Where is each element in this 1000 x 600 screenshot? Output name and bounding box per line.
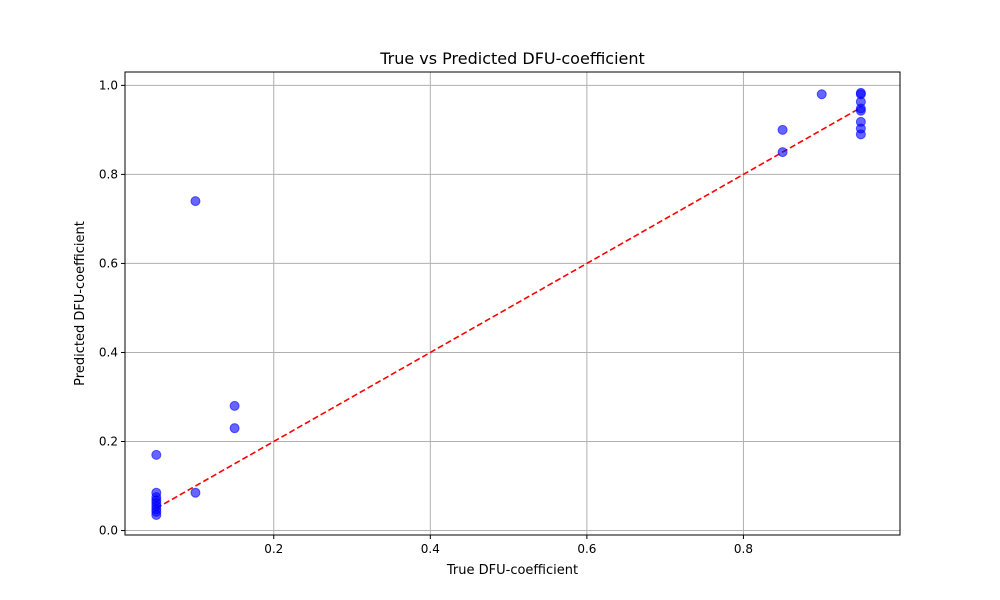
y-tick-label: 0.4 [99,345,118,359]
data-point [151,509,162,520]
points-layer [151,87,866,520]
reference-line-layer [155,106,862,509]
x-tick-label: 0.4 [421,542,440,556]
data-point [816,89,827,100]
x-tick-label: 0.6 [577,542,596,556]
data-point [777,147,788,158]
x-axis-ticks: 0.2 0.4 0.6 0.8 [264,535,753,556]
y-tick-label: 0.8 [99,167,118,181]
data-point [229,423,240,434]
data-point [777,124,788,135]
y-tick-label: 1.0 [99,78,118,92]
x-tick-label: 0.8 [734,542,753,556]
y-axis-ticks: 0.0 0.2 0.4 0.6 0.8 1.0 [99,78,125,538]
chart-title: True vs Predicted DFU-coefficient [379,49,645,68]
grid [125,72,900,535]
data-point [855,129,866,140]
x-tick-label: 0.2 [264,542,283,556]
plot-frame [124,71,901,536]
data-point [190,487,201,498]
y-axis-label: Predicted DFU-coefficient [73,221,88,386]
data-point [190,196,201,207]
data-point [229,400,240,411]
y-tick-label: 0.6 [99,256,118,270]
data-point [151,449,162,460]
x-axis-label: True DFU-coefficient [446,563,578,578]
y-tick-label: 0.0 [99,524,118,538]
y-tick-label: 0.2 [99,435,118,449]
reference-line [155,106,862,509]
data-point [855,105,866,116]
